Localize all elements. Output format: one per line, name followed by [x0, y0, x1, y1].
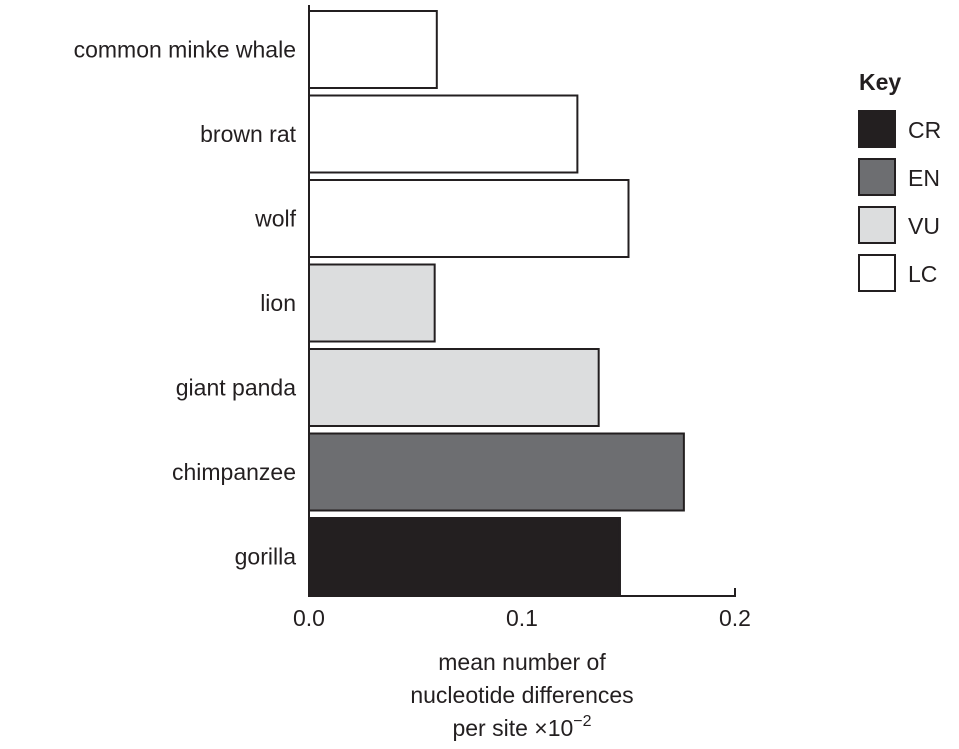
legend-label-vu: VU — [908, 213, 940, 239]
x-tick-label: 0.0 — [293, 605, 325, 631]
x-tick-label: 0.2 — [719, 605, 751, 631]
x-axis-title: mean number of nucleotide differences per … — [410, 649, 633, 741]
x-tick-label: 0.1 — [506, 605, 538, 631]
x-ticks: 0.0 0.1 0.2 — [293, 588, 751, 631]
bar-gorilla — [308, 517, 621, 596]
x-axis-title-text: mean number of — [438, 649, 606, 675]
bar-lion — [308, 263, 436, 343]
legend-label-en: EN — [908, 165, 940, 191]
x-axis-title-text: nucleotide differences — [410, 682, 633, 708]
category-labels: common minke whale brown rat wolf lion giant… — [74, 37, 297, 570]
category-label-chimpanzee: chimpanzee — [172, 459, 296, 485]
category-label-gorilla: gorilla — [235, 544, 297, 570]
bar-chimpanzee — [308, 432, 685, 512]
bar-wolf — [308, 179, 630, 258]
x-axis-title-line-2: nucleotide differences — [410, 682, 633, 708]
legend-title: Key — [859, 69, 901, 95]
x-axis-title-line-1: mean number of — [438, 649, 606, 675]
category-label-brown-rat: brown rat — [200, 121, 296, 147]
bar-brown-rat — [308, 94, 579, 174]
legend-swatch-vu — [858, 206, 896, 244]
bars-group — [308, 10, 685, 596]
legend-swatch-cr — [858, 110, 896, 148]
legend-label-lc: LC — [908, 261, 937, 287]
category-label-giant-panda: giant panda — [176, 375, 296, 401]
legend: Key CR EN VU LC — [858, 69, 941, 292]
legend-swatch-lc — [858, 254, 896, 292]
category-label-common-minke-whale: common minke whale — [74, 37, 296, 63]
bar-giant-panda — [308, 348, 600, 427]
x-axis-title-text: per site ×10 — [452, 715, 573, 741]
bar-common-minke-whale — [308, 10, 438, 89]
x-axis-title-exponent: −2 — [573, 713, 591, 730]
x-axis-title-line-3: per site ×10−2 — [452, 713, 591, 741]
legend-label-cr: CR — [908, 117, 941, 143]
category-label-lion: lion — [260, 290, 296, 316]
category-label-wolf: wolf — [254, 206, 297, 232]
legend-swatch-en — [858, 158, 896, 196]
